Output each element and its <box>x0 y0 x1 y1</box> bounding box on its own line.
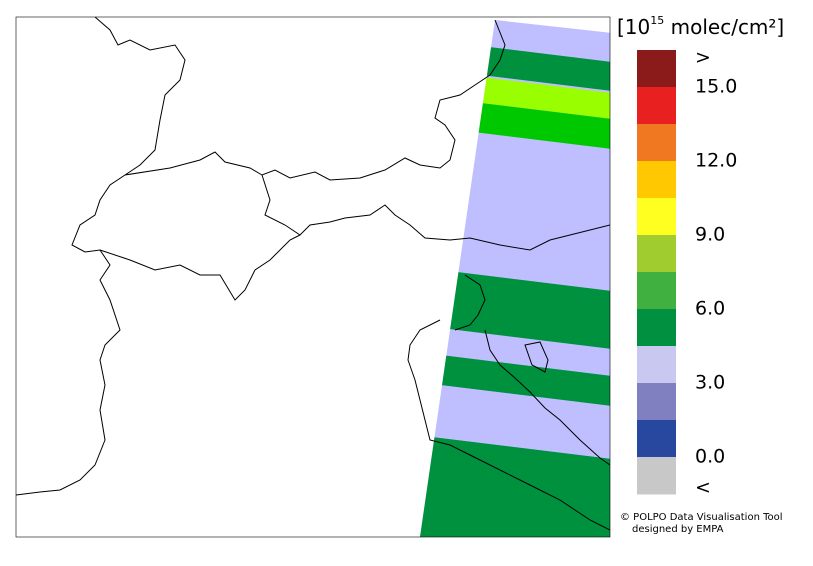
title-base: [10 <box>617 15 650 39</box>
colorbar-swatch <box>637 383 676 421</box>
colorbar-label: 15.0 <box>695 76 737 98</box>
colorbar: >15.0 12.0 9.0 6.0 3.0 0.0 < <box>637 47 737 499</box>
credit-line: © POLPO Data Visualisation Tool <box>620 512 783 523</box>
map-area <box>16 17 610 537</box>
colorbar-label: 3.0 <box>695 372 725 394</box>
colorbar-label: < <box>695 477 711 499</box>
colorbar-title: [1015 molec/cm²] <box>617 14 784 39</box>
colorbar-label: 9.0 <box>695 224 725 246</box>
colorbar-swatch <box>637 50 676 88</box>
title-exponent: 15 <box>650 14 664 27</box>
swath-stripe <box>420 350 610 407</box>
colorbar-swatch <box>637 124 676 162</box>
colorbar-swatch <box>637 272 676 310</box>
swath-stripe <box>420 433 610 537</box>
colorbar-label: > <box>695 47 711 69</box>
colorbar-swatch <box>637 420 676 458</box>
colorbar-swatch <box>637 87 676 125</box>
title-unit: molec/cm²] <box>664 15 784 39</box>
satellite-swath <box>420 20 610 537</box>
colorbar-swatch <box>637 457 676 495</box>
country-borders <box>16 17 610 531</box>
colorbar-swatch <box>637 161 676 199</box>
colorbar-swatch <box>637 346 676 384</box>
colorbar-label: 12.0 <box>695 150 737 172</box>
map-frame <box>15 16 611 538</box>
credit-line: designed by EMPA <box>632 524 724 535</box>
colorbar-swatch <box>637 309 676 347</box>
colorbar-swatch <box>637 198 676 236</box>
colorbar-label: 6.0 <box>695 298 725 320</box>
colorbar-swatch <box>637 235 676 273</box>
colorbar-label: 0.0 <box>695 446 725 468</box>
